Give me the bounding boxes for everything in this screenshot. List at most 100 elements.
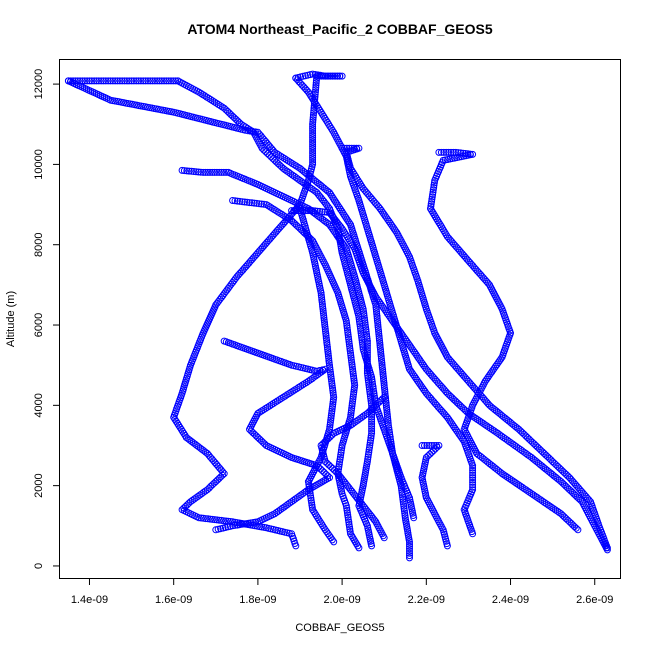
data-point: [359, 341, 367, 348]
data-point: [378, 361, 386, 369]
data-point: [325, 359, 333, 367]
data-point: [172, 77, 180, 85]
data-point: [359, 343, 367, 351]
data-point: [342, 502, 350, 510]
data-point: [362, 326, 370, 334]
data-point: [258, 144, 266, 152]
data-point: [406, 542, 413, 550]
data-point: [74, 77, 82, 85]
data-point: [240, 520, 248, 528]
data-point: [323, 208, 331, 216]
data-point: [336, 458, 344, 466]
plot-area: [59, 59, 621, 579]
data-point: [309, 147, 317, 155]
data-point: [323, 343, 331, 351]
data-point: [341, 144, 348, 152]
x-tick-label: 2.4e-09: [492, 594, 529, 606]
data-point: [322, 72, 330, 80]
data-point: [238, 198, 246, 206]
data-point: [130, 77, 138, 85]
data-point: [342, 213, 350, 221]
data-point: [248, 199, 256, 207]
data-point: [309, 154, 317, 162]
data-point: [399, 498, 407, 506]
data-point: [431, 445, 439, 453]
data-point: [326, 364, 334, 371]
data-point: [429, 186, 437, 194]
data-point: [380, 381, 388, 389]
data-point: [329, 386, 337, 394]
data-point: [383, 406, 391, 414]
data-point: [366, 441, 374, 449]
data-point: [374, 321, 382, 329]
data-point: [351, 381, 359, 389]
data-point: [146, 77, 154, 85]
data-point: [363, 337, 371, 345]
data-point: [83, 77, 91, 85]
data-point: [367, 437, 374, 444]
y-tick-label: 2000: [33, 473, 45, 497]
data-point: [426, 450, 434, 458]
data-point: [209, 97, 217, 105]
data-point: [400, 500, 407, 508]
data-point: [377, 355, 385, 362]
data-point: [128, 77, 136, 85]
data-point: [318, 300, 326, 308]
data-point: [350, 377, 358, 385]
data-point: [76, 77, 84, 85]
data-point: [329, 464, 336, 472]
data-point: [118, 77, 126, 85]
x-tick-label: 1.4e-09: [71, 594, 108, 606]
data-point: [215, 516, 223, 524]
data-point: [368, 542, 376, 550]
data-point: [363, 369, 371, 377]
data-point: [433, 443, 441, 451]
data-point: [324, 348, 332, 356]
data-point: [329, 384, 336, 392]
data-point: [346, 345, 354, 352]
y-tick-label: 6000: [33, 313, 45, 337]
data-point: [343, 509, 351, 517]
y-tick-label: 8000: [33, 232, 45, 256]
data-point: [324, 350, 332, 358]
data-point: [363, 342, 371, 350]
data-point: [360, 314, 368, 322]
data-point: [313, 74, 321, 82]
data-point: [327, 412, 335, 420]
data-point: [373, 314, 381, 322]
data-point: [167, 77, 175, 85]
data-point: [338, 442, 346, 449]
data-point: [326, 366, 334, 374]
data-point: [308, 499, 316, 507]
data-point: [366, 388, 374, 396]
data-point: [321, 208, 329, 216]
data-point: [247, 519, 255, 527]
data-point: [603, 546, 611, 554]
data-point: [309, 116, 317, 124]
data-point: [309, 149, 317, 157]
data-point: [329, 389, 337, 397]
data-point: [348, 361, 356, 369]
data-point: [222, 168, 230, 176]
data-point: [329, 403, 336, 410]
data-point: [350, 388, 358, 396]
data-point: [364, 451, 372, 458]
data-point: [318, 467, 326, 475]
data-point: [151, 77, 159, 85]
data-point: [144, 77, 152, 85]
data-point: [309, 129, 317, 137]
data-point: [378, 359, 386, 367]
data-point: [309, 143, 317, 151]
data-point: [483, 375, 491, 383]
data-point: [375, 330, 383, 338]
data-point: [336, 72, 344, 80]
data-point: [373, 308, 380, 316]
x-tick-label: 2.6e-09: [576, 594, 613, 606]
y-tick-label: 10000: [33, 149, 45, 180]
data-point: [329, 400, 337, 408]
data-point: [361, 321, 369, 329]
data-point: [332, 198, 340, 206]
data-point: [267, 153, 275, 161]
data-point: [309, 120, 317, 128]
data-point: [328, 382, 336, 390]
